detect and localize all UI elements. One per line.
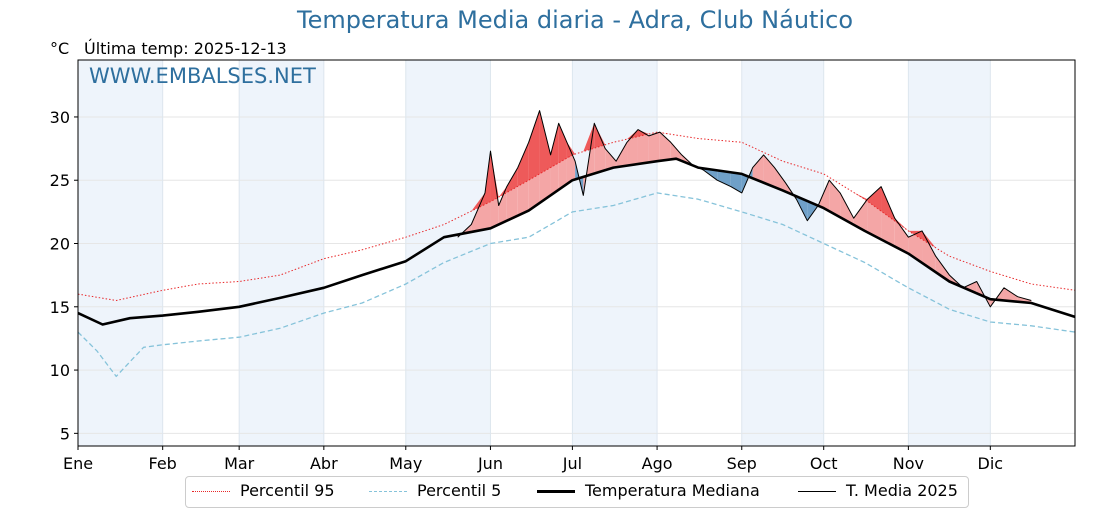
legend-label-current: T. Media 2025 xyxy=(846,481,958,500)
fill-above-median xyxy=(659,132,671,161)
fill-above-median xyxy=(829,180,841,218)
month-band xyxy=(741,60,824,446)
fill-above-median xyxy=(763,154,775,188)
legend-label-median: Temperatura Mediana xyxy=(585,481,760,500)
x-tick-label: Mar xyxy=(224,454,255,473)
x-tick-label: Sep xyxy=(727,454,757,473)
x-tick-label: Ago xyxy=(642,454,673,473)
fill-above-p95 xyxy=(517,142,529,187)
fill-above-p95 xyxy=(558,123,567,163)
fill-above-median xyxy=(627,129,638,166)
fill-above-median xyxy=(894,218,909,254)
fill-above-median xyxy=(498,186,507,225)
legend-swatch-median xyxy=(537,490,575,493)
chart-title: Temperatura Media diaria - Adra, Club Ná… xyxy=(297,6,853,34)
legend-item-p95: Percentil 95 xyxy=(192,481,335,500)
fill-above-median xyxy=(648,132,660,163)
series-lines xyxy=(77,110,1076,378)
legend-label-p5: Percentil 5 xyxy=(417,481,502,500)
fill-above-p95 xyxy=(528,110,540,181)
fill-above-median xyxy=(670,142,682,161)
x-tick-label: Jul xyxy=(562,454,582,473)
fill-above-p95 xyxy=(894,218,909,231)
fill-above-median xyxy=(616,142,628,168)
fill-above-p95 xyxy=(659,132,671,135)
x-tick-label: Nov xyxy=(893,454,924,473)
y-tick-label: 30 xyxy=(50,108,70,127)
x-tick-label: Feb xyxy=(149,454,177,473)
legend-label-p95: Percentil 95 xyxy=(240,481,335,500)
legend-item-p5: Percentil 5 xyxy=(369,481,501,500)
fill-above-p95 xyxy=(471,192,485,212)
y-tick-label: 10 xyxy=(50,361,70,380)
fill-above-median xyxy=(935,256,950,282)
y-axis-ticks: 5 10 15 20 25 30 xyxy=(50,108,78,443)
legend: Percentil 95 Percentil 5 Temperatura Med… xyxy=(185,476,969,508)
legend-item-median: Temperatura Mediana xyxy=(537,481,760,500)
y-tick-label: 25 xyxy=(50,171,70,190)
fill-above-p95 xyxy=(867,186,882,212)
fill-above-p95 xyxy=(498,186,507,198)
month-band xyxy=(78,60,163,446)
fill-above-median xyxy=(637,129,649,165)
fill-above-p95 xyxy=(853,192,868,202)
x-tick-label: Oct xyxy=(810,454,838,473)
legend-swatch-p5 xyxy=(369,491,407,492)
fill-above-median xyxy=(963,281,977,294)
watermark-link[interactable]: WWW.EMBALSES.NET xyxy=(89,64,316,88)
series-temperatura-mediana xyxy=(77,157,1076,326)
fill-above-median xyxy=(853,199,868,233)
y-tick-label: 5 xyxy=(60,424,70,443)
fill-above-median xyxy=(840,192,854,225)
month-band xyxy=(572,60,658,446)
y-axis-unit: °C xyxy=(50,39,70,58)
series-t-media-2025 xyxy=(457,110,1032,308)
y-tick-label: 15 xyxy=(50,298,70,317)
series-percentil-5 xyxy=(77,192,1076,378)
x-tick-label: Jun xyxy=(477,454,503,473)
month-band xyxy=(239,60,324,446)
last-temperature-date: Última temp: 2025-12-13 xyxy=(84,39,287,58)
fill-above-median xyxy=(1003,287,1018,302)
x-tick-label: Abr xyxy=(310,454,338,473)
month-bands xyxy=(78,60,991,446)
x-tick-label: Dic xyxy=(978,454,1004,473)
fill-above-median xyxy=(774,167,786,192)
x-tick-label: May xyxy=(389,454,422,473)
y-tick-label: 20 xyxy=(50,235,70,254)
x-axis-ticks: Ene Feb Mar Abr May Jun Jul Ago Sep Oct Nov Dic xyxy=(63,446,1003,473)
legend-swatch-p95 xyxy=(192,491,230,492)
legend-swatch-current xyxy=(798,491,836,492)
fill-above-p95 xyxy=(550,123,559,168)
fill-above-p95 xyxy=(922,230,936,248)
legend-item-current: T. Media 2025 xyxy=(798,481,958,500)
fill-above-median xyxy=(818,180,830,212)
fill-below-median xyxy=(717,170,731,187)
fill-above-p95 xyxy=(539,110,551,174)
x-tick-label: Ene xyxy=(63,454,93,473)
fill-above-median xyxy=(752,154,764,183)
fill-above-p95 xyxy=(506,167,518,193)
fill-above-median xyxy=(605,148,617,171)
plot-frame xyxy=(77,59,1076,447)
